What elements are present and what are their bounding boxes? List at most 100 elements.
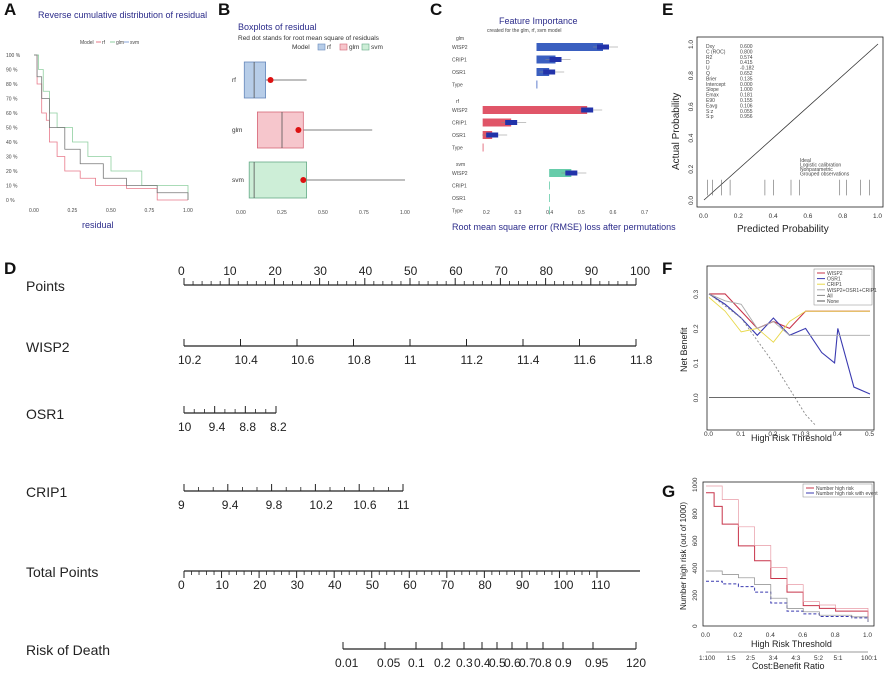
c-range — [597, 44, 609, 50]
f-xtick: 0.1 — [736, 431, 745, 438]
e-stat-name: E90 — [706, 98, 715, 104]
panel-letter-g: G — [662, 482, 675, 501]
b-model-label: rf — [232, 77, 236, 84]
e-stat-value: 0.135 — [740, 76, 753, 82]
a-xtick: 0.50 — [106, 208, 116, 214]
e-stat-name: Slope — [706, 87, 719, 93]
nomo-tick-label: 10.2 — [309, 498, 333, 512]
f-curve — [708, 293, 870, 336]
b-model-label: glm — [232, 127, 242, 134]
f-xtick: 0.5 — [865, 431, 874, 438]
c-xtick: 0.4 — [546, 210, 553, 216]
e-legend-item: Grouped observations — [800, 172, 850, 178]
panel-g-frame — [702, 481, 875, 627]
b-legend-item: rf — [327, 44, 331, 51]
a-ytick: 30 % — [6, 155, 18, 161]
b-legend-swatch — [317, 43, 326, 51]
f-ytick: 0.3 — [693, 289, 700, 298]
nomo-tick-label: 40 — [359, 264, 373, 278]
c-xtick: 0.7 — [641, 210, 648, 216]
f-curve — [708, 293, 871, 395]
e-stat-name: Intercept — [706, 82, 726, 88]
c-xtick: 0.2 — [483, 210, 490, 216]
g-xtick2: 4:3 — [791, 655, 800, 662]
nomo-tick-label: 11.8 — [630, 353, 653, 367]
panel-c-title: Feature Importance — [499, 16, 578, 26]
nomo-tick-label: 110 — [591, 578, 610, 592]
g-xtick: 0.4 — [766, 632, 775, 639]
g-ytick: 400 — [692, 562, 699, 573]
e-legend-item: Nonparametric — [800, 167, 833, 173]
c-bar-rf — [482, 143, 484, 152]
e-stat-value: 0.600 — [740, 44, 753, 50]
c-feature-label: Type — [452, 146, 463, 152]
nomo-tick-label: 100 — [553, 578, 573, 592]
g-ytick: 600 — [692, 535, 699, 546]
e-stat-name: Q — [706, 71, 710, 77]
c-xtick: 0.5 — [578, 210, 585, 216]
nomo-tick-label: 50 — [366, 578, 380, 592]
panel-e: E Dxy 0.600 C (ROC) 0.800 R2 0.574 D 0.415 U -0.1… — [662, 0, 884, 235]
panel-g-xlabel: High Risk Threshold — [751, 639, 832, 649]
c-xtick: 0.6 — [610, 210, 617, 216]
e-stat-value: 0.055 — [740, 109, 753, 115]
panel-a: A Reverse cumulative distribution of res… — [4, 0, 207, 230]
c-feature-label: CRIP1 — [452, 58, 467, 64]
nomo-tick-label: 50 — [404, 264, 418, 278]
f-curve — [708, 297, 870, 343]
panel-a-legend-label: Model — [80, 40, 94, 46]
nomo-tick-label: 30 — [314, 264, 328, 278]
panel-f-xlabel: High Risk Threshold — [751, 433, 832, 443]
a-ytick: 70 % — [6, 97, 18, 103]
nomo-tick-label: 10.6 — [291, 353, 315, 367]
b-legend-swatch — [361, 43, 370, 51]
c-feature-label: CRIP1 — [452, 184, 467, 190]
nomo-tick-label: 30 — [291, 578, 305, 592]
e-legend-item: Logistic calibration — [800, 163, 841, 169]
e-stat-name: U — [706, 66, 710, 72]
nomo-label: Points — [26, 278, 65, 294]
a-xtick: 1.00 — [183, 208, 193, 214]
nomo-tick-label: 9.4 — [209, 420, 226, 434]
a-ytick: 40 % — [6, 140, 18, 146]
g-ytick: 1000 — [692, 477, 699, 492]
b-legend-item: glm — [349, 44, 359, 51]
a-ytick: 10 % — [6, 184, 18, 190]
g-xtick2: 1:100 — [699, 655, 716, 662]
c-feature-label: CRIP1 — [452, 121, 467, 127]
e-ytick: 0.8 — [688, 71, 695, 80]
c-range — [581, 107, 594, 113]
nomo-tick-label: 0.3 — [456, 656, 473, 670]
g-xtick: 1.0 — [863, 632, 872, 639]
panel-b-legend-label: Model — [292, 44, 310, 51]
panel-b: B Boxplots of residual Red dot stands fo… — [218, 0, 410, 216]
panel-b-subtitle: Red dot stands for root mean square of r… — [238, 35, 380, 42]
e-stat-value: 0.800 — [740, 49, 753, 55]
nomo-tick-label: 0.1 — [408, 656, 425, 670]
g-xtick2: 2:5 — [746, 655, 755, 662]
g-ytick: 800 — [692, 508, 699, 519]
a-line-svm — [34, 54, 189, 200]
f-xtick: 0.3 — [801, 431, 810, 438]
nomo-label: OSR1 — [26, 406, 64, 422]
b-xtick: 0.25 — [277, 210, 287, 216]
e-stat-value: 0.956 — [740, 114, 753, 120]
e-ytick: 1.0 — [688, 40, 695, 49]
e-legend-item: Ideal — [800, 158, 811, 164]
nomo-tick-label: 0.01 — [335, 656, 359, 670]
c-feature-label: WISP2 — [452, 171, 468, 177]
f-legend-item: WISP2+OSR1+CRIP1 — [827, 288, 877, 294]
c-range — [486, 132, 499, 138]
b-legend-swatch — [339, 43, 348, 51]
nomo-tick-label: 0.2 — [434, 656, 451, 670]
e-stat-value: 0.181 — [740, 93, 753, 99]
f-legend-item: OSR1 — [827, 277, 841, 283]
nomo-label: CRIP1 — [26, 484, 67, 500]
panel-e-xlabel: Predicted Probability — [737, 224, 829, 235]
nomo-tick-label: 0.9 — [555, 656, 572, 670]
a-legend-item: rf — [102, 40, 106, 46]
nomo-label: WISP2 — [26, 339, 70, 355]
panel-f-ylabel: Net Benefit — [679, 327, 689, 372]
nomo-tick-label: 10.2 — [178, 353, 202, 367]
